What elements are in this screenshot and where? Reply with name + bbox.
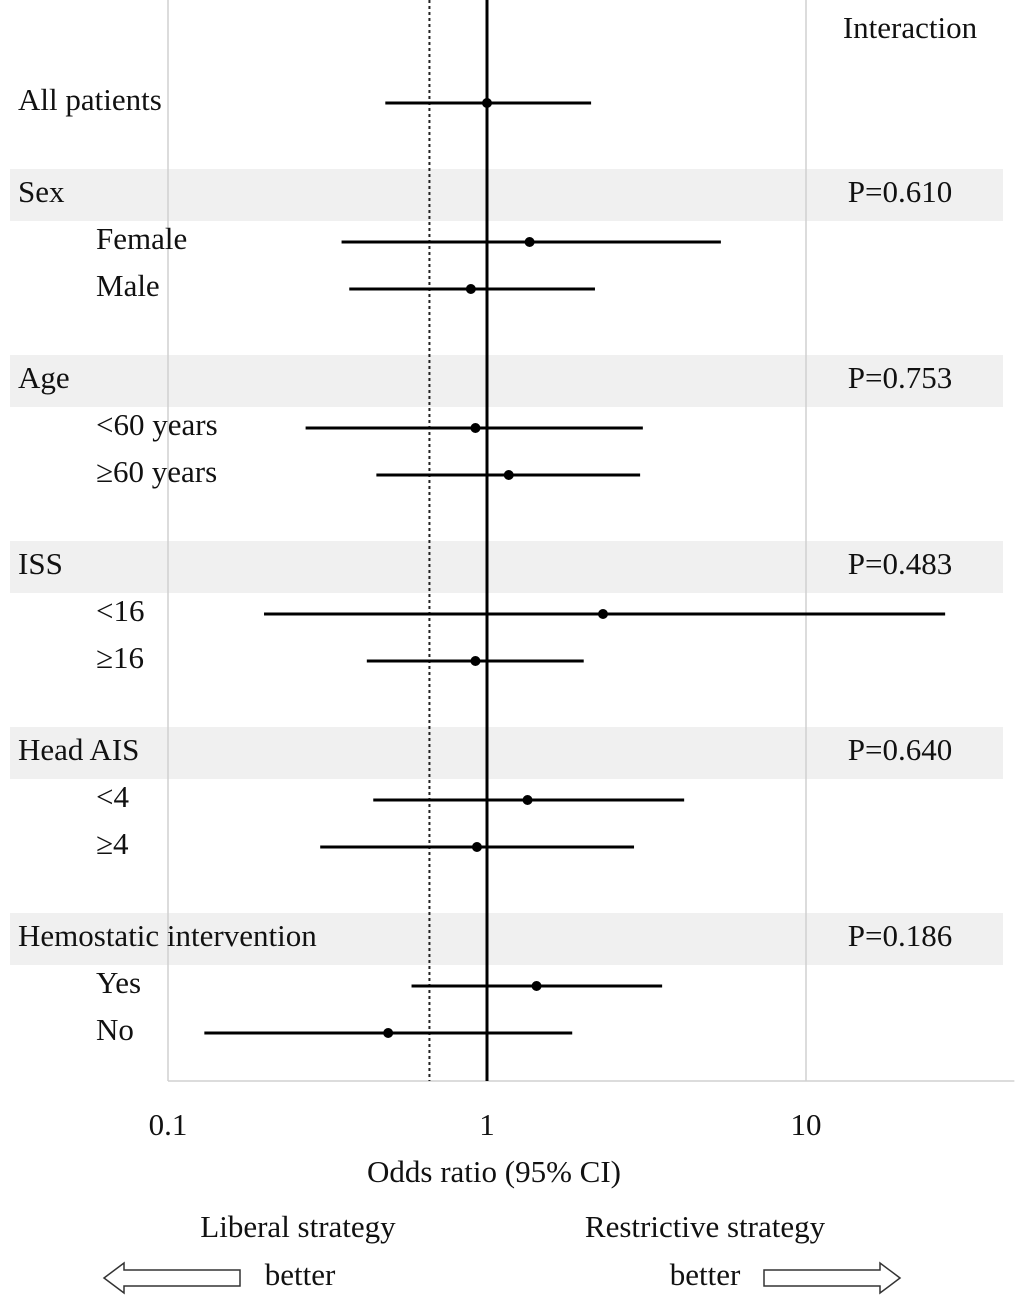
estimate-point [503,470,514,480]
row-label: ≥4 [96,826,129,861]
p-value: P=0.610 [848,174,952,209]
footer-right: Restrictive strategy [585,1209,826,1244]
left-arrow [102,1261,241,1295]
x-tick-label: 1 [479,1107,495,1142]
row-label: Female [96,221,187,256]
bands [10,169,1003,965]
x-tick-label: 0.1 [149,1107,188,1142]
estimate-point [522,795,533,805]
estimate-point [524,237,535,247]
estimate-point [482,98,492,108]
p-value: P=0.186 [848,918,952,953]
group-label: ISS [18,546,63,581]
plot [167,0,1015,1082]
row-label: ≥16 [96,640,144,675]
column-header: Interaction [843,10,978,45]
row-label: All patients [18,82,162,117]
estimate-point [465,284,476,294]
header-band [10,355,1003,407]
estimate-point [383,1028,394,1038]
p-value: P=0.640 [848,732,952,767]
group-label: Head AIS [18,732,139,767]
footer-left: better [265,1257,336,1292]
estimate-point [470,423,481,433]
header-band [10,541,1003,593]
estimate-point [470,656,481,666]
x-tick-label: 10 [791,1107,822,1142]
header-band [10,727,1003,779]
header-band [10,913,1003,965]
p-value: P=0.483 [848,546,952,581]
row-label: <16 [96,593,144,628]
estimate-point [471,842,482,852]
group-label: Age [18,360,70,395]
footer-left: Liberal strategy [200,1209,396,1244]
header-band [10,169,1003,221]
group-label: Hemostatic intervention [18,918,317,953]
row-label: Yes [96,965,141,1000]
estimate-point [597,609,608,619]
row-label: <60 years [96,407,218,442]
estimate-point [531,981,542,991]
x-axis-label: Odds ratio (95% CI) [367,1154,621,1189]
footer-right: better [670,1257,741,1292]
group-label: Sex [18,174,65,209]
right-arrow [763,1261,902,1295]
row-label: No [96,1012,134,1047]
row-label: Male [96,268,160,303]
p-value: P=0.753 [848,360,952,395]
row-label: <4 [96,779,129,814]
row-label: ≥60 years [96,454,217,489]
